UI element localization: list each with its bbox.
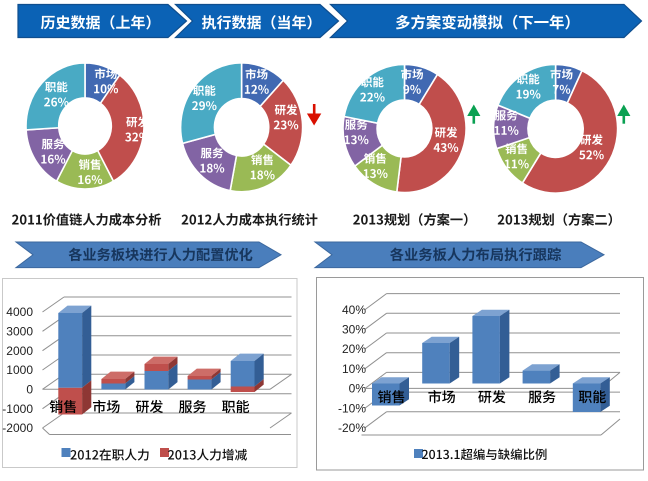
svg-text:0: 0 <box>26 383 33 397</box>
svg-text:-10%: -10% <box>338 401 366 415</box>
svg-text:10%: 10% <box>342 362 366 376</box>
svg-text:0%: 0% <box>349 382 367 396</box>
svg-text:1000: 1000 <box>6 363 33 377</box>
svg-text:20%: 20% <box>342 342 366 356</box>
svg-text:-1000: -1000 <box>2 402 33 416</box>
svg-text:2000: 2000 <box>6 344 33 358</box>
svg-text:4000: 4000 <box>6 305 33 319</box>
svg-text:40%: 40% <box>342 303 366 317</box>
svg-text:-20%: -20% <box>338 421 366 435</box>
svg-text:30%: 30% <box>342 323 366 337</box>
svg-text:-2000: -2000 <box>2 421 33 435</box>
svg-text:3000: 3000 <box>6 325 33 339</box>
